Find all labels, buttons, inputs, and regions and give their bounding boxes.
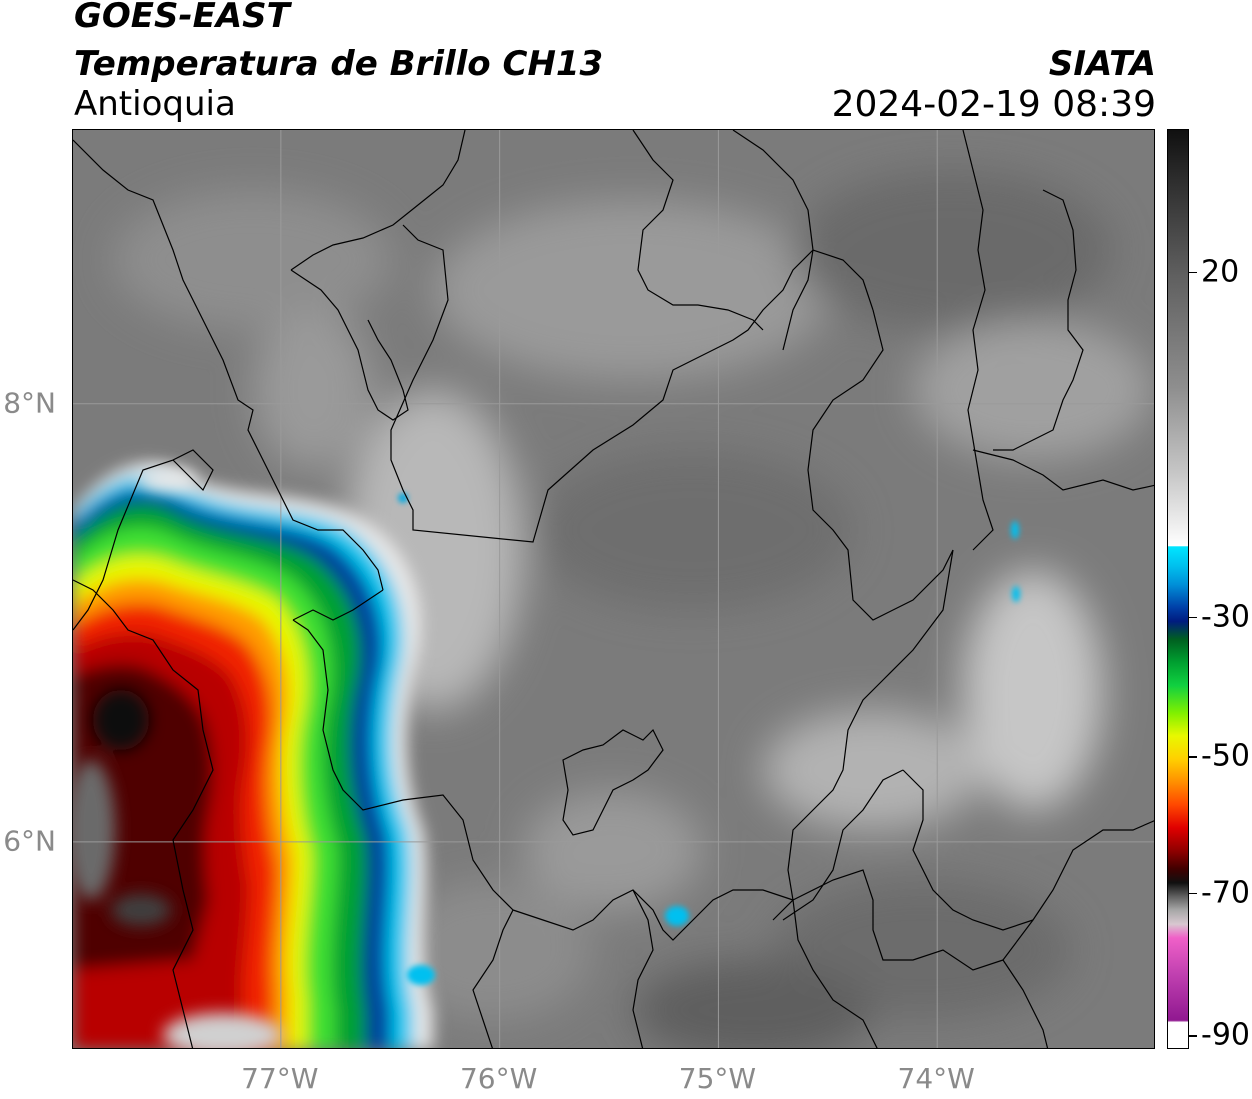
boundary-santander — [962, 130, 994, 551]
boundary-east-antioquia — [807, 309, 954, 621]
satellite-title: GOES-EAST — [74, 0, 290, 36]
datetime-label: 2024-02-19 08:39 — [831, 84, 1156, 125]
cloud-texture — [113, 170, 1153, 1048]
product-title: Temperatura de Brillo CH13 — [74, 44, 604, 84]
colorbar-tick — [1189, 616, 1197, 619]
boundary-antioquia-east-bend — [782, 769, 904, 921]
storm-contours — [73, 463, 433, 1048]
boundary-magdalena-river — [772, 549, 954, 921]
lon-tick-label: 77°W — [241, 1062, 319, 1095]
boundary-cordoba — [290, 130, 466, 271]
temperature-colorbar — [1167, 129, 1189, 1049]
boundary-boyaca — [972, 449, 1154, 491]
colorbar-tick-label: -70 — [1201, 875, 1250, 911]
region-title: Antioquia — [74, 84, 236, 124]
boundary-choco-east — [292, 619, 514, 1048]
boundary-sucre-bolivar — [632, 130, 764, 331]
storm-secondary — [73, 468, 283, 1048]
lon-tick-label: 74°W — [897, 1062, 975, 1095]
satellite-map[interactable] — [72, 129, 1155, 1049]
lon-tick-label: 75°W — [678, 1062, 757, 1095]
isolated-cells — [398, 493, 1020, 985]
lat-tick-label: 8°N — [3, 386, 56, 420]
colorbar-tick — [1189, 892, 1197, 895]
boundary-caldas-west — [632, 889, 654, 1048]
boundary-bolivar-east — [732, 130, 814, 351]
colorbar-tick-label: -50 — [1201, 738, 1250, 774]
lat-tick-label: 6°N — [3, 824, 56, 858]
map-canvas — [73, 130, 1154, 1048]
coastline-gulf — [290, 269, 409, 421]
coastline-uraba — [73, 139, 384, 591]
boundary-cundinamarca-south — [902, 769, 1034, 931]
colorbar-tick-label: -90 — [1201, 1017, 1250, 1053]
lon-tick-label: 76°W — [459, 1062, 538, 1095]
boundary-caldas-south — [792, 869, 1049, 1048]
boundary-atrato — [292, 589, 384, 621]
colorbar-tick-label: -30 — [1201, 599, 1250, 635]
boundary-antioquia-north — [390, 224, 874, 543]
boundary-choco-coast — [73, 579, 214, 1048]
boundary-norte-santander — [993, 189, 1084, 451]
political-boundaries — [73, 130, 1154, 1048]
boundary-enclave — [562, 728, 664, 836]
colorbar-tick — [1189, 1035, 1197, 1037]
colorbar-tick — [1189, 756, 1197, 758]
organization-title: SIATA — [1048, 44, 1156, 84]
boundary-caldas — [512, 889, 794, 941]
boundary-tolima — [792, 899, 878, 1048]
colorbar-tick — [1189, 271, 1197, 274]
boundary-panama — [73, 449, 214, 631]
colorbar-tick-label: 20 — [1201, 254, 1240, 290]
